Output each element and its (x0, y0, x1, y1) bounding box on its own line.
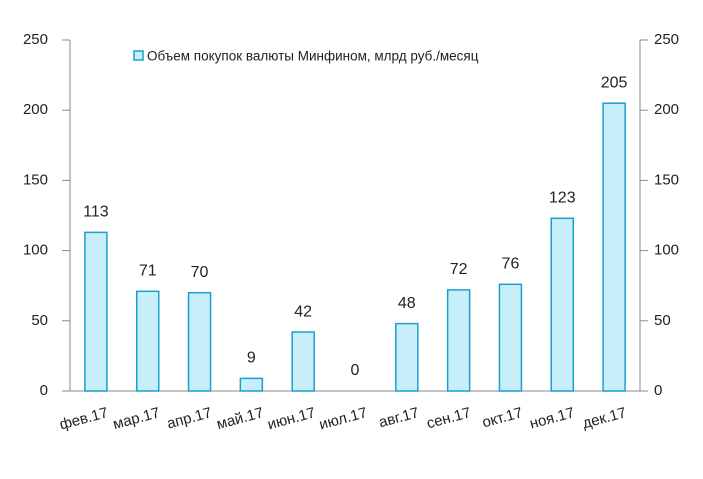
bar (239, 377, 264, 392)
value-label: 70 (191, 264, 209, 281)
y2-tick-label: 150 (654, 171, 679, 188)
value-label: 0 (351, 362, 360, 379)
x-tick-label: июн.17 (266, 404, 318, 433)
y-tick-label: 50 (31, 312, 48, 329)
y-tick-label: 200 (23, 101, 48, 118)
y2-tick-label: 200 (654, 101, 679, 118)
bar (84, 231, 108, 392)
x-tick-label: июл.17 (317, 404, 369, 433)
legend-label: Объем покупок валюты Минфином, млрд руб.… (147, 49, 479, 64)
x-tick-label: май.17 (215, 404, 266, 433)
value-label: 205 (601, 74, 628, 91)
x-tick-label: дек.17 (581, 404, 628, 432)
y2-tick-label: 250 (654, 31, 679, 48)
value-label: 48 (398, 295, 416, 312)
legend-swatch (133, 50, 144, 61)
y-tick-label: 100 (23, 242, 48, 259)
value-label: 42 (294, 303, 312, 320)
bar (602, 102, 626, 392)
y-tick-label: 250 (23, 31, 48, 48)
x-tick-label: окт.17 (480, 404, 524, 431)
value-label: 123 (549, 190, 576, 207)
value-label: 113 (83, 204, 109, 221)
x-tick-label: апр.17 (165, 404, 214, 432)
x-tick-label: фев.17 (58, 404, 110, 433)
y-tick-label: 0 (40, 382, 48, 399)
value-label: 72 (450, 261, 468, 278)
y2-tick-label: 0 (654, 382, 662, 399)
bar (550, 217, 575, 392)
x-tick-label: сен.17 (425, 404, 473, 432)
value-label: 9 (247, 350, 256, 367)
bar (446, 289, 471, 392)
bar (291, 331, 315, 392)
y-tick-label: 150 (23, 171, 48, 188)
y2-tick-label: 50 (654, 312, 671, 329)
bar (498, 283, 523, 392)
y2-tick-label: 100 (654, 242, 679, 259)
x-tick-label: ноя.17 (528, 404, 576, 432)
value-label: 71 (139, 263, 157, 280)
bar (187, 291, 212, 392)
bar (395, 322, 419, 392)
x-tick-label: авг.17 (377, 404, 421, 431)
x-tick-label: мар.17 (111, 404, 162, 433)
value-label: 76 (502, 256, 520, 273)
bar (135, 290, 160, 392)
